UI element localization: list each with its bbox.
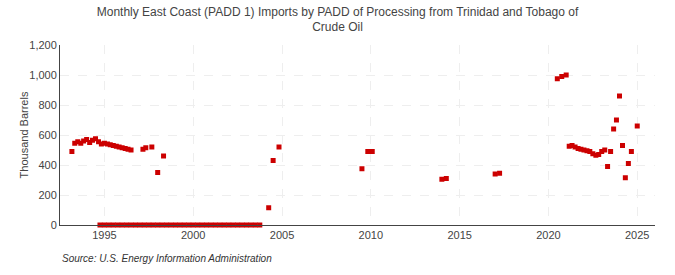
svg-text:1,000: 1,000 [29,69,57,81]
svg-text:Source: U.S. Energy Informatio: Source: U.S. Energy Information Administ… [62,253,272,264]
svg-text:2010: 2010 [359,229,383,241]
svg-text:800: 800 [38,99,56,111]
svg-text:Thousand Barrels: Thousand Barrels [18,91,30,178]
svg-text:1,200: 1,200 [29,39,57,51]
svg-text:0: 0 [51,219,57,231]
svg-text:200: 200 [38,189,56,201]
svg-text:Monthly East Coast (PADD 1) Im: Monthly East Coast (PADD 1) Imports by P… [97,5,579,35]
svg-text:2020: 2020 [536,229,560,241]
svg-text:2025: 2025 [625,229,649,241]
svg-text:2005: 2005 [270,229,294,241]
svg-text:400: 400 [38,159,56,171]
svg-text:600: 600 [38,129,56,141]
svg-text:2000: 2000 [181,229,205,241]
svg-text:2015: 2015 [447,229,471,241]
svg-text:1995: 1995 [92,229,116,241]
